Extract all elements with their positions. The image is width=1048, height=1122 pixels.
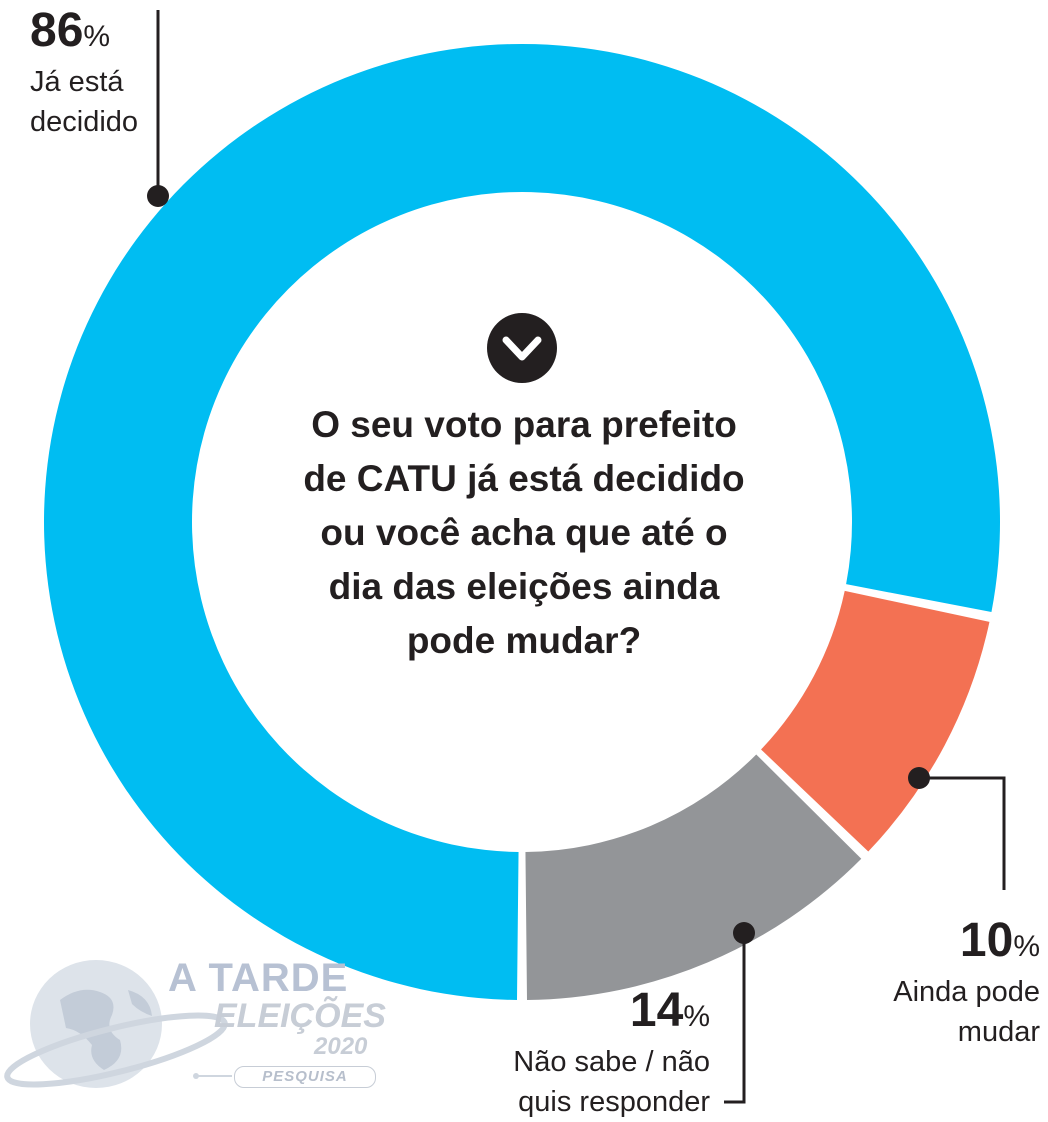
logo-year: 2020	[314, 1033, 368, 1060]
logo-title: A TARDE	[168, 956, 349, 1000]
callout-unknown: 14% Não sabe / não quis responder	[470, 986, 710, 1122]
question-line: dia das eleições ainda	[328, 566, 720, 607]
percent-symbol: %	[83, 20, 111, 53]
callout-decided-value: 86	[30, 4, 84, 57]
question-line: de CATU já está decidido	[303, 458, 745, 499]
callout-unknown-value: 14	[629, 984, 684, 1037]
callout-unknown-label-line: quis responder	[518, 1086, 710, 1118]
question-text: O seu voto para prefeito de CATU já está…	[268, 398, 780, 668]
logo-globe-icon	[4, 960, 232, 1088]
callout-decided: 86% Já está decidido	[30, 6, 170, 142]
callout-leader-14	[724, 922, 755, 1104]
callout-unknown-percent: 14%	[470, 986, 710, 1042]
question-line: pode mudar?	[406, 620, 642, 661]
callout-may-change-label-line: Ainda pode	[893, 976, 1040, 1008]
callout-leader-86	[147, 10, 169, 207]
callout-may-change-label-line: mudar	[957, 1016, 1040, 1048]
donut-slice-10	[761, 590, 990, 852]
chevron-down-icon	[487, 313, 557, 383]
donut-slice-86	[44, 43, 1000, 1000]
logo-subtitle: ELEIÇÕES	[214, 997, 386, 1035]
percent-symbol: %	[683, 1000, 710, 1033]
callout-decided-percent: 86%	[30, 6, 170, 62]
callout-leader-10	[908, 767, 1006, 890]
callout-unknown-label-line: Não sabe / não	[513, 1046, 710, 1078]
callout-may-change-percent: 10%	[858, 916, 1040, 972]
donut-slices	[44, 43, 1000, 1000]
question-line: ou você acha que até o	[320, 512, 728, 553]
callout-decided-label-line: Já está	[30, 66, 124, 98]
donut-slice-14	[525, 754, 862, 1000]
percent-symbol: %	[1013, 930, 1040, 963]
callout-may-change-value: 10	[959, 914, 1014, 967]
question-line: O seu voto para prefeito	[311, 404, 737, 445]
callout-may-change: 10% Ainda pode mudar	[858, 916, 1040, 1052]
logo-tag: PESQUISA	[234, 1066, 376, 1088]
callout-decided-label-line: decidido	[30, 106, 139, 138]
